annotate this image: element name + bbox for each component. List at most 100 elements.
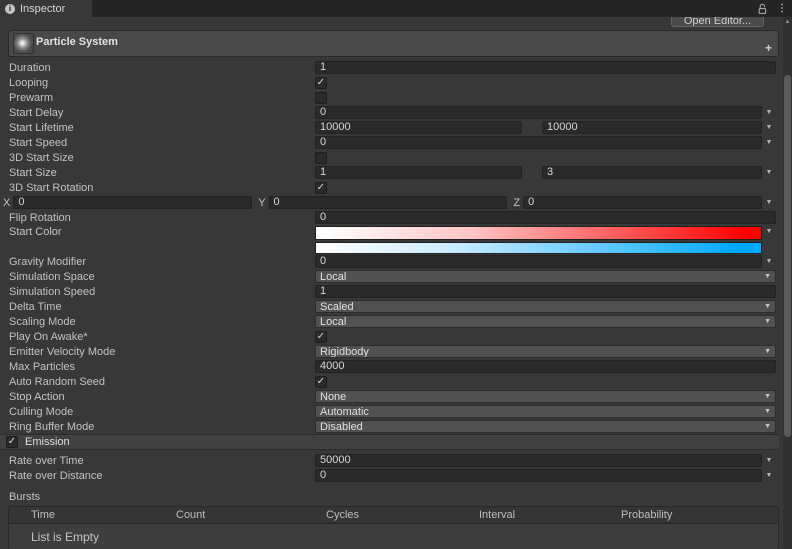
emission-module-bar[interactable]: ✓ Emission (0, 434, 779, 450)
axis-label-y: Y (258, 196, 266, 209)
prewarm-control (315, 91, 776, 104)
start-rotation-xyz-x-input[interactable]: 0 (13, 196, 253, 209)
simulation-speed-control: 1 (315, 285, 776, 298)
stop-action-dropdown-arrow-icon: ▼ (764, 393, 771, 400)
start-color-dropdown-arrow-icon[interactable]: ▼ (765, 228, 773, 235)
bursts-col-probability: Probability (621, 509, 673, 521)
bursts-empty-row[interactable]: List is Empty (9, 524, 778, 549)
rate-over-time-label: Rate over Time (9, 454, 84, 467)
stop-action-value: None (320, 390, 347, 403)
row-simulation-speed: Simulation Speed 1 (0, 284, 792, 299)
auto-random-seed-label: Auto Random Seed (9, 375, 106, 388)
tab-inspector[interactable]: i Inspector (0, 0, 92, 17)
start-speed-input[interactable]: 0 (315, 136, 762, 149)
delta-time-dropdown[interactable]: Scaled ▼ (315, 300, 776, 313)
gravity-modifier-dropdown-arrow-icon[interactable]: ▼ (765, 258, 773, 265)
3d-start-size-checkbox[interactable] (315, 151, 327, 164)
lock-icon[interactable] (757, 3, 768, 15)
stop-action-label: Stop Action (9, 390, 65, 403)
start-rotation-xyz-dropdown-arrow-icon[interactable]: ▼ (765, 199, 773, 206)
emitter-velocity-mode-dropdown-arrow-icon: ▼ (764, 348, 771, 355)
simulation-space-dropdown-arrow-icon: ▼ (764, 273, 771, 280)
particle-system-header[interactable]: Particle System + (8, 30, 779, 57)
start-color-control: ▼ (315, 225, 776, 254)
stop-action-dropdown[interactable]: None ▼ (315, 390, 776, 403)
start-size-min-input[interactable]: 1 (315, 166, 522, 179)
bursts-col-interval: Interval (479, 509, 516, 521)
start-delay-input[interactable]: 0 (315, 106, 762, 119)
rate-over-distance-input[interactable]: 0 (315, 469, 762, 482)
scrollbar-thumb[interactable] (784, 75, 791, 437)
start-color-label: Start Color (9, 226, 62, 238)
gravity-modifier-input[interactable]: 0 (315, 255, 762, 268)
row-start-color: Start Color ▼ (0, 225, 792, 254)
simulation-speed-label: Simulation Speed (9, 285, 96, 298)
bursts-table-header: Time Count Cycles Interval Probability (9, 507, 778, 524)
row-emitter-velocity-mode: Emitter Velocity Mode Rigidbody ▼ (0, 344, 792, 359)
start-speed-dropdown-arrow-icon[interactable]: ▼ (765, 139, 773, 146)
looping-checkbox[interactable]: ✓ (315, 76, 327, 89)
component-title: Particle System (36, 36, 118, 48)
duration-input[interactable]: 1 (315, 61, 776, 74)
start-speed-label: Start Speed (9, 136, 68, 149)
max-particles-input[interactable]: 4000 (315, 360, 776, 373)
rate-over-time-input[interactable]: 50000 (315, 454, 762, 467)
looping-control: ✓ (315, 76, 776, 89)
vertical-scrollbar[interactable]: ▲ (783, 17, 792, 549)
emission-checkbox[interactable]: ✓ (6, 436, 18, 448)
start-rotation-xyz-y-input[interactable]: 0 (268, 196, 508, 209)
rate-over-distance-label: Rate over Distance (9, 469, 103, 482)
start-lifetime-dropdown-arrow-icon[interactable]: ▼ (765, 124, 773, 131)
stop-action-control: None ▼ (315, 390, 776, 403)
row-play-on-awake: Play On Awake* ✓ (0, 329, 792, 344)
max-particles-label: Max Particles (9, 360, 76, 373)
axis-label-x: X (3, 196, 11, 209)
rate-over-distance-dropdown-arrow-icon[interactable]: ▼ (765, 472, 773, 479)
row-start-lifetime: Start Lifetime 10000 10000 ▼ (0, 120, 792, 135)
rate-over-distance-control: 0 ▼ (315, 469, 776, 482)
emitter-velocity-mode-label: Emitter Velocity Mode (9, 345, 116, 358)
culling-mode-dropdown-arrow-icon: ▼ (764, 408, 771, 415)
start-size-dropdown-arrow-icon[interactable]: ▼ (765, 169, 773, 176)
emitter-velocity-mode-value: Rigidbody (320, 345, 369, 358)
ring-buffer-mode-control: Disabled ▼ (315, 420, 776, 433)
start-rotation-xyz-control: X 0 Y 0 Z 0 ▼ (3, 196, 776, 209)
emitter-velocity-mode-dropdown[interactable]: Rigidbody ▼ (315, 345, 776, 358)
start-delay-dropdown-arrow-icon[interactable]: ▼ (765, 109, 773, 116)
culling-mode-value: Automatic (320, 405, 369, 418)
flip-rotation-input[interactable]: 0 (315, 211, 776, 224)
row-looping: Looping ✓ (0, 75, 792, 90)
row-gravity-modifier: Gravity Modifier 0 ▼ (0, 254, 792, 269)
culling-mode-dropdown[interactable]: Automatic ▼ (315, 405, 776, 418)
duration-label: Duration (9, 61, 51, 74)
kebab-menu-icon[interactable]: ⋮ (777, 2, 787, 14)
row-3d-start-size: 3D Start Size (0, 150, 792, 165)
3d-start-rotation-checkbox[interactable]: ✓ (315, 181, 327, 194)
rate-over-time-dropdown-arrow-icon[interactable]: ▼ (765, 457, 773, 464)
ring-buffer-mode-dropdown[interactable]: Disabled ▼ (315, 420, 776, 433)
tab-bar-actions: ⋮ (757, 0, 792, 17)
start-color-gradient-bar-2[interactable] (315, 242, 762, 254)
start-rotation-xyz-z-input[interactable]: 0 (523, 196, 762, 209)
ring-buffer-mode-dropdown-arrow-icon: ▼ (764, 423, 771, 430)
start-size-max-input[interactable]: 3 (542, 166, 762, 179)
auto-random-seed-checkbox[interactable]: ✓ (315, 375, 327, 388)
add-module-button[interactable]: + (764, 41, 772, 55)
play-on-awake-label: Play On Awake* (9, 330, 88, 343)
play-on-awake-control: ✓ (315, 330, 776, 343)
axis-label-z: Z (513, 196, 521, 209)
prewarm-checkbox[interactable] (315, 91, 327, 104)
start-lifetime-min-input[interactable]: 10000 (315, 121, 522, 134)
simulation-space-dropdown[interactable]: Local ▼ (315, 270, 776, 283)
scroll-up-icon[interactable]: ▲ (784, 19, 791, 25)
scaling-mode-value: Local (320, 315, 347, 328)
play-on-awake-checkbox[interactable]: ✓ (315, 330, 327, 343)
start-lifetime-max-input[interactable]: 10000 (542, 121, 762, 134)
start-color-gradient-bar-1[interactable] (315, 226, 762, 240)
gravity-modifier-control: 0 ▼ (315, 255, 776, 268)
looping-label: Looping (9, 76, 49, 89)
simulation-speed-input[interactable]: 1 (315, 285, 776, 298)
row-ring-buffer-mode: Ring Buffer Mode Disabled ▼ (0, 419, 792, 434)
scaling-mode-dropdown[interactable]: Local ▼ (315, 315, 776, 328)
bursts-table: Time Count Cycles Interval Probability List … (8, 506, 779, 549)
